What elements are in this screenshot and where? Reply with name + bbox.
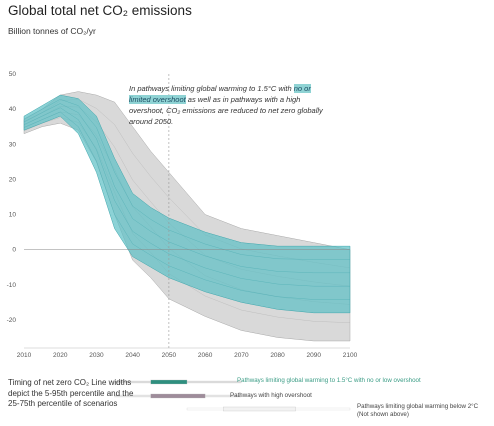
y-tick-label: 20 xyxy=(9,176,17,183)
y-tick-label: 50 xyxy=(9,71,17,78)
x-tick-label: 2030 xyxy=(89,352,104,359)
no-overshoot-band-pathway-line xyxy=(23,99,350,260)
x-tick-label: 2070 xyxy=(234,352,249,359)
chart-annotation: In pathways limiting global warming to 1… xyxy=(129,83,329,127)
legend-below-2c-line2: (Not shown above) xyxy=(357,411,409,418)
no-overshoot-band-pathway-line xyxy=(23,103,350,274)
timing-bar-25-75-below_2c xyxy=(223,406,296,412)
y-tick-label: -10 xyxy=(7,282,17,289)
timing-bar-25-75-high_overshoot xyxy=(150,393,206,399)
legend-below-2c-line1: Pathways limiting global warming below 2… xyxy=(357,403,479,410)
y-tick-label: 10 xyxy=(9,212,17,219)
y-tick-label: 40 xyxy=(9,106,17,113)
legend-no-overshoot: Pathways limiting global warming to 1.5°… xyxy=(237,377,421,384)
y-tick-label: -20 xyxy=(7,317,17,324)
y-tick-label: 0 xyxy=(12,247,16,254)
timing-caption: Timing of net zero CO₂ Line widths depic… xyxy=(8,378,134,408)
legend-high-overshoot: Pathways with high overshoot xyxy=(230,392,312,399)
x-tick-label: 2060 xyxy=(198,352,213,359)
x-tick-label: 2010 xyxy=(17,352,32,359)
x-tick-label: 2100 xyxy=(343,352,358,359)
x-tick-label: 2080 xyxy=(270,352,285,359)
annotation-before: In pathways limiting global warming to 1… xyxy=(129,84,294,93)
annotation-after: as well as in pathways with a high overs… xyxy=(129,95,323,126)
y-tick-label: 30 xyxy=(9,141,17,148)
x-tick-label: 2050 xyxy=(162,352,177,359)
x-tick-label: 2040 xyxy=(125,352,140,359)
timing-bar-25-75-no_overshoot xyxy=(150,379,188,385)
chart-title: Global total net CO₂ emissions xyxy=(8,3,192,18)
legend-below-2c: Pathways limiting global warming below 2… xyxy=(357,403,478,419)
x-tick-label: 2020 xyxy=(53,352,68,359)
no-overshoot-band-pathway-line xyxy=(23,107,350,287)
x-tick-label: 2090 xyxy=(307,352,322,359)
y-axis-unit: Billion tonnes of CO₂/yr xyxy=(8,26,96,36)
